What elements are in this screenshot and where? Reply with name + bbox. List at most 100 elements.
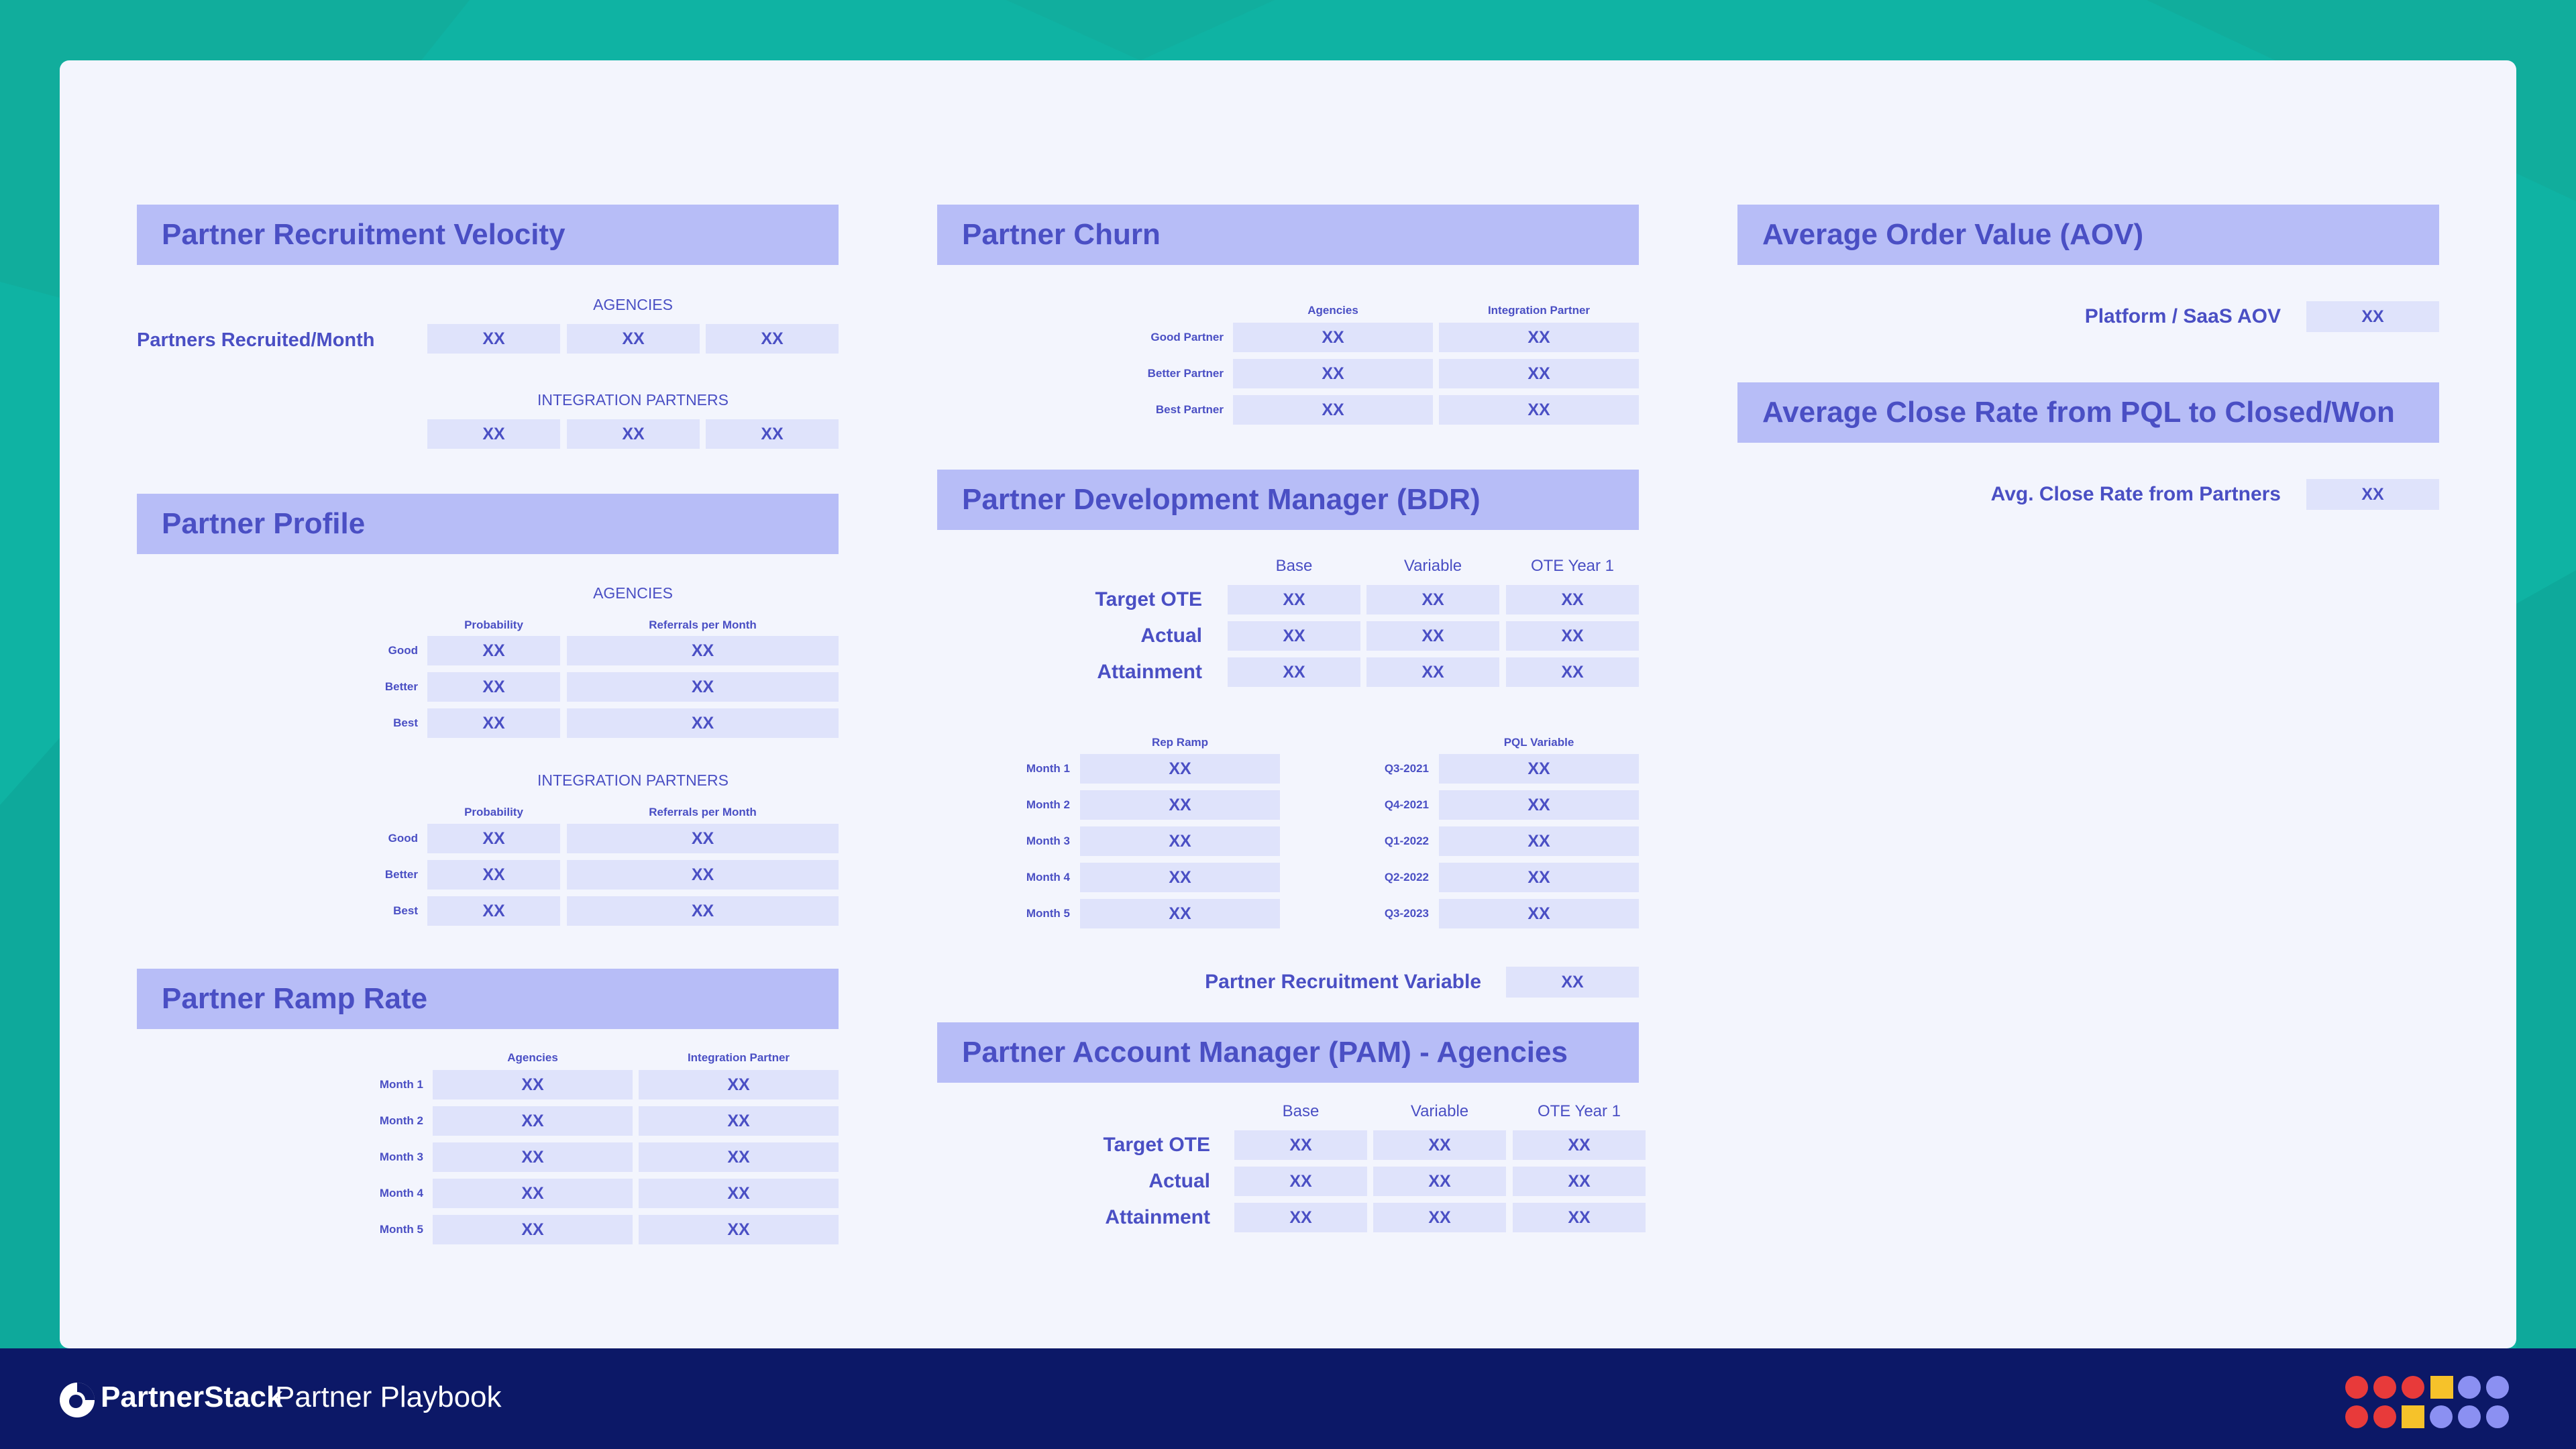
bdr-attainment-base[interactable]: XX	[1228, 657, 1360, 687]
rep-ramp-header: Rep Ramp	[1151, 736, 1209, 749]
dot-grid-icon	[2345, 1376, 2509, 1428]
bdr-target-variable[interactable]: XX	[1366, 585, 1499, 614]
churn-good-integration[interactable]: XX	[1439, 323, 1639, 352]
section-title-pam: Partner Account Manager (PAM) - Agencies	[937, 1022, 1639, 1083]
ramp-row-month-3: Month 3	[379, 1150, 423, 1163]
pql-q3-2023-value[interactable]: XX	[1439, 899, 1639, 928]
bdr-attainment-variable[interactable]: XX	[1366, 657, 1499, 687]
pam-attainment-ote[interactable]: XX	[1513, 1203, 1646, 1232]
churn-best-integration[interactable]: XX	[1439, 395, 1639, 425]
ramp-month-4-agencies[interactable]: XX	[433, 1179, 633, 1208]
profile-integration-better-referrals[interactable]: XX	[567, 860, 839, 890]
pql-q4-2021-value[interactable]: XX	[1439, 790, 1639, 820]
bdr-actual-base[interactable]: XX	[1228, 621, 1360, 651]
pam-actual-ote[interactable]: XX	[1513, 1167, 1646, 1196]
churn-better-agencies[interactable]: XX	[1233, 359, 1433, 388]
rep-ramp-row-month-2: Month 2	[1026, 798, 1070, 811]
bdr-row-actual: Actual	[1140, 625, 1202, 647]
section-title-churn: Partner Churn	[937, 205, 1639, 265]
ramp-month-5-agencies[interactable]: XX	[433, 1215, 633, 1244]
rep-ramp-month-2-value[interactable]: XX	[1080, 790, 1280, 820]
pam-row-attainment: Attainment	[1105, 1206, 1210, 1228]
ramp-row-month-1: Month 1	[379, 1078, 423, 1091]
recruited-integration-cell-1[interactable]: XX	[427, 419, 560, 449]
partners-recruited-label: Partners Recruited/Month	[137, 329, 375, 351]
ramp-month-4-integration[interactable]: XX	[639, 1179, 839, 1208]
bdr-target-base[interactable]: XX	[1228, 585, 1360, 614]
rep-ramp-month-3-value[interactable]: XX	[1080, 826, 1280, 856]
rep-ramp-row-month-1: Month 1	[1026, 762, 1070, 775]
avg-close-rate-value[interactable]: XX	[2306, 479, 2439, 510]
partner-recruitment-variable-value[interactable]: XX	[1506, 967, 1639, 998]
profile-integration-probability-header: Probability	[464, 806, 523, 818]
ramp-month-3-agencies[interactable]: XX	[433, 1142, 633, 1172]
recruited-agencies-cell-1[interactable]: XX	[427, 324, 560, 354]
bdr-target-ote[interactable]: XX	[1506, 585, 1639, 614]
recruited-agencies-cell-3[interactable]: XX	[706, 324, 839, 354]
pql-variable-header: PQL Variable	[1503, 736, 1574, 749]
rep-ramp-month-4-value[interactable]: XX	[1080, 863, 1280, 892]
ramp-month-5-integration[interactable]: XX	[639, 1215, 839, 1244]
profile-integration-best-referrals[interactable]: XX	[567, 896, 839, 926]
ramp-integration-header: Integration Partner	[687, 1051, 790, 1064]
profile-agencies-row-best: Best	[393, 716, 418, 729]
ramp-month-2-integration[interactable]: XX	[639, 1106, 839, 1136]
ramp-row-month-2: Month 2	[379, 1114, 423, 1127]
ramp-month-3-integration[interactable]: XX	[639, 1142, 839, 1172]
profile-integration-row-good: Good	[388, 832, 418, 845]
pam-target-ote[interactable]: XX	[1513, 1130, 1646, 1160]
section-title-ramp: Partner Ramp Rate	[137, 969, 839, 1029]
recruited-integration-cell-2[interactable]: XX	[567, 419, 700, 449]
profile-agencies-best-probability[interactable]: XX	[427, 708, 560, 738]
bdr-actual-ote[interactable]: XX	[1506, 621, 1639, 651]
footer-subtitle: Partner Playbook	[275, 1381, 502, 1413]
ramp-month-1-integration[interactable]: XX	[639, 1070, 839, 1099]
recruited-agencies-cell-2[interactable]: XX	[567, 324, 700, 354]
profile-integration-good-referrals[interactable]: XX	[567, 824, 839, 853]
profile-integration-better-probability[interactable]: XX	[427, 860, 560, 890]
bdr-attainment-ote[interactable]: XX	[1506, 657, 1639, 687]
profile-agencies-row-good: Good	[388, 644, 418, 657]
pam-target-variable[interactable]: XX	[1373, 1130, 1506, 1160]
recruited-integration-cell-3[interactable]: XX	[706, 419, 839, 449]
profile-agencies-better-probability[interactable]: XX	[427, 672, 560, 702]
churn-integration-header: Integration Partner	[1487, 304, 1591, 317]
bdr-col-variable: Variable	[1403, 557, 1462, 575]
ramp-agencies-header: Agencies	[507, 1051, 558, 1064]
pam-attainment-base[interactable]: XX	[1234, 1203, 1367, 1232]
profile-integration-referrals-header: Referrals per Month	[649, 806, 757, 818]
pql-q1-2022-value[interactable]: XX	[1439, 826, 1639, 856]
profile-agencies-better-referrals[interactable]: XX	[567, 672, 839, 702]
footer-bar: PartnerStack Partner Playbook	[0, 1348, 2576, 1449]
churn-better-integration[interactable]: XX	[1439, 359, 1639, 388]
platform-saas-aov-label: Platform / SaaS AOV	[2084, 305, 2281, 327]
profile-integration-good-probability[interactable]: XX	[427, 824, 560, 853]
section-title-aov: Average Order Value (AOV)	[1737, 205, 2439, 265]
pql-row-q1-2022: Q1-2022	[1384, 835, 1429, 847]
pql-row-q2-2022: Q2-2022	[1384, 871, 1429, 883]
pql-row-q3-2021: Q3-2021	[1384, 762, 1429, 775]
profile-agencies-referrals-header: Referrals per Month	[649, 619, 757, 631]
churn-best-agencies[interactable]: XX	[1233, 395, 1433, 425]
profile-agencies-best-referrals[interactable]: XX	[567, 708, 839, 738]
pql-row-q3-2023: Q3-2023	[1384, 907, 1429, 920]
rep-ramp-month-5-value[interactable]: XX	[1080, 899, 1280, 928]
pam-attainment-variable[interactable]: XX	[1373, 1203, 1506, 1232]
churn-good-agencies[interactable]: XX	[1233, 323, 1433, 352]
platform-saas-aov-value[interactable]: XX	[2306, 301, 2439, 332]
pql-q3-2021-value[interactable]: XX	[1439, 754, 1639, 784]
profile-agencies-good-referrals[interactable]: XX	[567, 636, 839, 665]
profile-agencies-good-probability[interactable]: XX	[427, 636, 560, 665]
rep-ramp-month-1-value[interactable]: XX	[1080, 754, 1280, 784]
profile-integration-row-best: Best	[393, 904, 418, 917]
pam-target-base[interactable]: XX	[1234, 1130, 1367, 1160]
ramp-month-2-agencies[interactable]: XX	[433, 1106, 633, 1136]
bdr-row-target-ote: Target OTE	[1095, 588, 1202, 610]
pam-actual-base[interactable]: XX	[1234, 1167, 1367, 1196]
pam-row-actual: Actual	[1148, 1170, 1210, 1192]
ramp-month-1-agencies[interactable]: XX	[433, 1070, 633, 1099]
profile-integration-best-probability[interactable]: XX	[427, 896, 560, 926]
bdr-actual-variable[interactable]: XX	[1366, 621, 1499, 651]
pam-actual-variable[interactable]: XX	[1373, 1167, 1506, 1196]
pql-q2-2022-value[interactable]: XX	[1439, 863, 1639, 892]
